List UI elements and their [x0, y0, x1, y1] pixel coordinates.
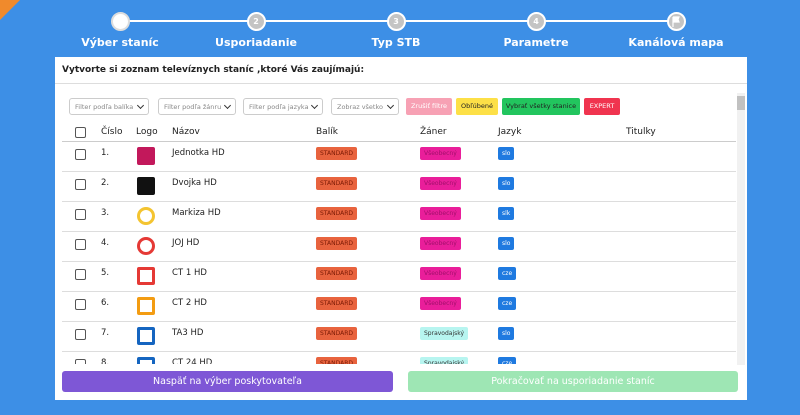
checkbox[interactable] — [75, 329, 86, 340]
logo — [137, 147, 155, 165]
step-circle: 3 — [386, 12, 406, 31]
scrollbar — [737, 93, 745, 365]
checkbox[interactable] — [75, 149, 86, 160]
language-badge: cze — [498, 267, 517, 280]
divider — [55, 83, 747, 84]
language-badge: cze — [498, 357, 517, 364]
table-row: 2. Dvojka HD STANDARD Všeobecný slo — [62, 172, 736, 202]
filter[interactable]: Filter podľa žánru — [158, 98, 236, 115]
number: 3. — [101, 208, 110, 218]
corner — [0, 0, 20, 20]
filter[interactable]: Zobraz všetko — [331, 98, 399, 115]
name: Dvojka HD — [172, 178, 217, 188]
name: JOJ HD — [172, 238, 200, 248]
button[interactable]: Zrušiť filtre — [406, 98, 452, 115]
number: 7. — [101, 328, 110, 338]
column-header: Číslo — [101, 127, 123, 137]
filter[interactable]: Filter podľa balíka — [69, 98, 149, 115]
name: Jednotka HD — [172, 148, 225, 158]
next-button[interactable]: Pokračovať na usporiadanie staníc — [408, 371, 738, 392]
package-badge: STANDARD — [316, 267, 358, 280]
package-badge: STANDARD — [316, 237, 358, 250]
genre-badge: Všeobecný — [420, 147, 461, 160]
table-row: 6. CT 2 HD STANDARD Všeobecný cze — [62, 292, 736, 322]
step-circle: 2 — [246, 12, 266, 31]
checkbox[interactable] — [75, 299, 86, 310]
column-header: Titulky — [626, 127, 656, 137]
table-body: 1. Jednotka HD STANDARD Všeobecný slo 2. Dvojk… — [62, 142, 736, 364]
checkbox[interactable] — [75, 127, 86, 138]
checkbox[interactable] — [75, 269, 86, 280]
table-row: 7. TA3 HD STANDARD Spravodajský slo — [62, 322, 736, 352]
language-badge: slo — [498, 177, 515, 190]
genre-badge: Všeobecný — [420, 207, 461, 220]
table-row: 4. JOJ HD STANDARD Všeobecný slo — [62, 232, 736, 262]
step-label: Parametre — [503, 36, 569, 49]
table-row: 8. CT 24 HD STANDARD Spravodajský cze — [62, 352, 736, 364]
step-label: Usporiadanie — [215, 36, 297, 49]
step-circle: 4 — [526, 12, 546, 31]
column-header: Názov — [172, 127, 200, 137]
logo — [137, 327, 155, 345]
logo — [137, 267, 155, 285]
package-badge: STANDARD — [316, 177, 358, 190]
name: TA3 HD — [172, 328, 204, 338]
package-badge: STANDARD — [316, 357, 358, 364]
table-row: 1. Jednotka HD STANDARD Všeobecný slo — [62, 142, 736, 172]
logo — [137, 357, 155, 364]
button[interactable]: Vybrať všetky stanice — [502, 98, 580, 115]
column-header: Jazyk — [498, 127, 522, 137]
name: Markiza HD — [172, 208, 221, 218]
logo — [137, 177, 155, 195]
step-label: Kanálová mapa — [628, 36, 724, 49]
heading: Vytvorte si zoznam televíznych staníc ,k… — [62, 65, 365, 75]
logo — [137, 207, 155, 225]
column-header: Žáner — [420, 127, 447, 137]
table-row: 3. Markiza HD STANDARD Všeobecný slk — [62, 202, 736, 232]
logo — [137, 297, 155, 315]
genre-badge: Všeobecný — [420, 267, 461, 280]
checkbox[interactable] — [75, 239, 86, 250]
button[interactable]: EXPERT — [584, 98, 620, 115]
number: 8. — [101, 358, 110, 364]
genre-badge: Všeobecný — [420, 177, 461, 190]
logo — [137, 237, 155, 255]
back-button[interactable]: Naspäť na výber poskytovateľa — [62, 371, 393, 392]
checkbox[interactable] — [75, 209, 86, 220]
package-badge: STANDARD — [316, 297, 358, 310]
column-header: Balík — [316, 127, 338, 137]
language-badge: cze — [498, 297, 517, 310]
name: CT 1 HD — [172, 268, 207, 278]
checkbox[interactable] — [75, 179, 86, 190]
package-badge: STANDARD — [316, 327, 358, 340]
genre-badge: Spravodajský — [420, 357, 469, 364]
number: 5. — [101, 268, 110, 278]
filter[interactable]: Filter podľa jazyka — [243, 98, 323, 115]
name: CT 2 HD — [172, 298, 207, 308]
language-badge: slo — [498, 147, 515, 160]
language-badge: slk — [498, 207, 515, 220]
step-circle — [110, 12, 130, 31]
header-line — [62, 141, 736, 142]
genre-badge: Všeobecný — [420, 237, 461, 250]
genre-badge: Všeobecný — [420, 297, 461, 310]
language-badge: slo — [498, 327, 515, 340]
name: CT 24 HD — [172, 358, 213, 364]
number: 2. — [101, 178, 110, 188]
table-row: 5. CT 1 HD STANDARD Všeobecný cze — [62, 262, 736, 292]
step-label: Výber staníc — [81, 36, 159, 49]
language-badge: slo — [498, 237, 515, 250]
package-badge: STANDARD — [316, 207, 358, 220]
genre-badge: Spravodajský — [420, 327, 469, 340]
step-label: Typ STB — [371, 36, 421, 49]
number: 4. — [101, 238, 110, 248]
column-header: Logo — [136, 127, 158, 137]
number: 6. — [101, 298, 110, 308]
checkbox[interactable] — [75, 359, 86, 364]
package-badge: STANDARD — [316, 147, 358, 160]
step-circle — [666, 12, 686, 31]
button[interactable]: Obľúbené — [456, 98, 498, 115]
number: 1. — [101, 148, 110, 158]
